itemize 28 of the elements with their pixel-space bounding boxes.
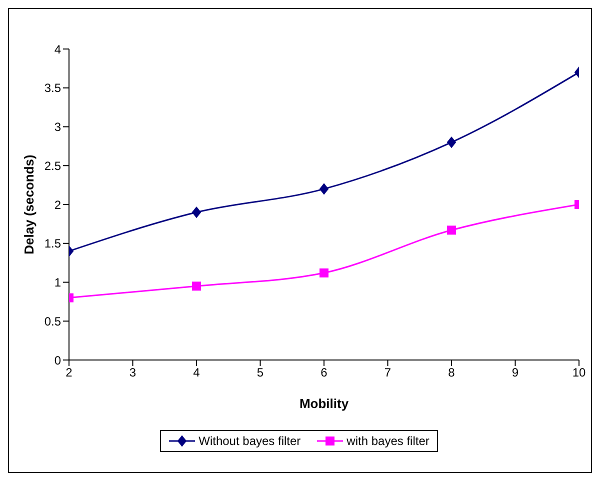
point — [320, 268, 328, 278]
y-tick-label: 1 — [54, 276, 62, 290]
legend-label: with bayes filter — [346, 434, 430, 448]
y-tick-label: 0 — [54, 353, 62, 368]
x-axis-title: Mobility — [299, 396, 350, 411]
point — [320, 183, 328, 194]
y-tick-label: 2 — [54, 198, 62, 212]
x-tick-label: 7 — [384, 366, 392, 380]
y-tick-label: 3.5 — [44, 81, 62, 96]
x-tick-label: 2 — [66, 366, 73, 380]
x-tick-label: 3 — [129, 366, 136, 380]
y-tick-label: 1.5 — [44, 236, 62, 251]
y-tick-label: 2.5 — [44, 158, 62, 173]
x-tick-label: 6 — [320, 366, 328, 380]
y-tick-label: 0.5 — [44, 314, 62, 328]
point — [192, 206, 201, 218]
legend-label: Without bayes filter — [198, 434, 301, 448]
x-tick-label: 5 — [256, 366, 264, 380]
point — [192, 282, 201, 291]
point — [447, 226, 456, 235]
x-tick-label: 8 — [448, 366, 456, 380]
x-tick-label: 4 — [193, 366, 200, 380]
y-tick-label: 3 — [54, 120, 62, 134]
point — [447, 136, 456, 148]
y-tick-label: 4 — [54, 42, 62, 56]
y-axis-title: Delay (seconds) — [22, 154, 37, 254]
x-tick-label: 9 — [512, 366, 519, 380]
x-tick-label: 10 — [572, 366, 586, 380]
